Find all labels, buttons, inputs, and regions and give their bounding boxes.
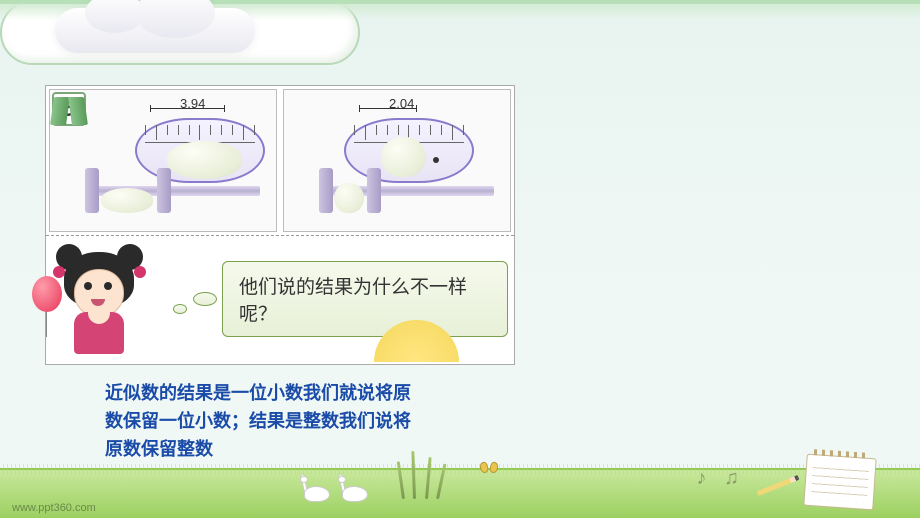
measurement-panels: 5 3.94 2.04 [46,86,514,236]
balloon-icon [32,276,62,312]
reeds-group [400,451,441,504]
reed-icon [412,451,417,499]
swan-icon [300,476,334,502]
egg-small-right [334,183,364,213]
figure-number-badge: 5 [52,92,86,126]
speech-text: 他们说的结果为什么不一样呢？ [239,277,467,325]
cloud-left [55,8,255,53]
girl-eye-left [84,282,92,290]
egg-mark-dot [433,157,439,163]
footer-url: www.ppt360.com [12,502,96,514]
text-line-1: 近似数的结果是一位小数我们就说将原 [105,380,411,408]
figure-lower: 他们说的结果为什么不一样呢？ [46,236,514,362]
girl-character [52,244,147,354]
measurement-value-right: 2.04 [389,96,414,111]
caliper-jaw-left [319,168,333,213]
measurement-value-left: 3.94 [180,96,205,111]
figure-container: 5 3.94 2.04 [45,85,515,365]
panel-right: 2.04 [283,89,511,232]
swan-icon [338,476,372,502]
notebook-icon [803,454,876,511]
reed-icon [425,457,432,499]
butterfly-icon [480,462,498,476]
text-line-2: 数保留一位小数；结果是整数我们说将 [105,408,411,436]
caliper-jaw-left [85,168,99,213]
text-line-3: 原数保留整数 [105,436,411,464]
egg-small-left [101,188,153,213]
caliper-jaw-right [157,168,171,213]
caliper-jaw-right [367,168,381,213]
grass-ground [0,468,920,518]
explanation-text: 近似数的结果是一位小数我们就说将原 数保留一位小数；结果是整数我们说将 原数保留… [105,380,411,464]
music-notes-icon: ♪ ♫ [696,467,745,490]
caliper-right [299,168,494,223]
swans-group [300,476,372,502]
panel-left: 5 3.94 [49,89,277,232]
speech-bubble: 他们说的结果为什么不一样呢？ [222,261,508,337]
caliper-left [65,168,260,223]
girl-eye-right [104,282,112,290]
hair-tie-right [134,266,146,278]
figure-number: 5 [63,96,75,122]
